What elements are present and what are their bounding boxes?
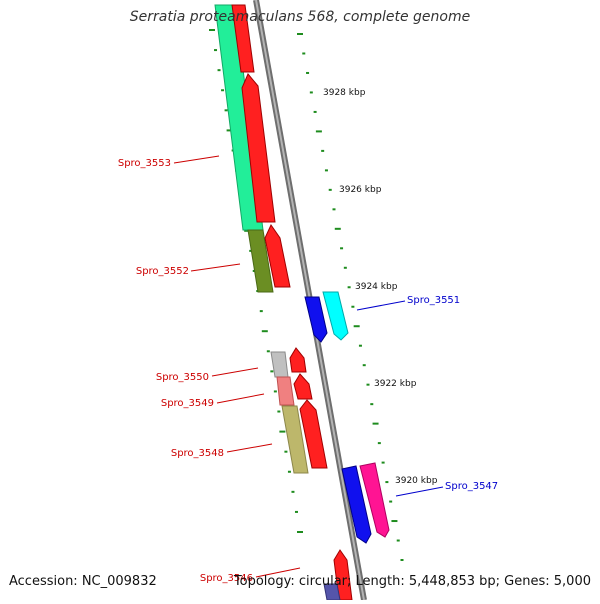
gene-feature-spro-3551[interactable] <box>322 291 349 341</box>
genome-title: Serratia proteamaculans 568, complete ge… <box>129 9 471 25</box>
gene-label-spro-3553[interactable]: Spro_3553 <box>118 158 171 169</box>
cds-arrow-1[interactable] <box>231 4 255 73</box>
scale-labels: 3928 kbp 3926 kbp 3924 kbp 3922 kbp 3920… <box>323 88 438 486</box>
gene-feature-spro-3549[interactable] <box>276 376 295 406</box>
cds-arrow-5[interactable] <box>293 373 313 400</box>
genome-summary-text: Topology: circular; Length: 5,448,853 bp… <box>233 574 591 589</box>
cds-arrow-2[interactable] <box>241 73 276 223</box>
scale-label-3928: 3928 kbp <box>323 88 366 98</box>
cds-arrow-4[interactable] <box>289 347 307 373</box>
gene-label-spro-3550[interactable]: Spro_3550 <box>156 372 209 383</box>
scale-label-3920: 3920 kbp <box>395 476 438 486</box>
gene-label-spro-3548[interactable]: Spro_3548 <box>171 448 224 459</box>
cds-arrow-3[interactable] <box>264 223 291 288</box>
gene-feature-spro-3548[interactable] <box>281 405 309 474</box>
cds-arrow-reverse-2[interactable] <box>341 465 372 544</box>
gene-label-spro-3547[interactable]: Spro_3547 <box>445 481 498 492</box>
gene-labels: Spro_3553 Spro_3552 Spro_3551 Spro_3550 … <box>118 158 498 584</box>
scale-ticks-right <box>297 33 404 561</box>
cds-arrow-reverse-1[interactable] <box>304 296 328 343</box>
gene-callout-lines <box>173 155 444 578</box>
cds-arrow-6[interactable] <box>299 399 328 469</box>
gene-feature-spro-3550[interactable] <box>270 351 289 378</box>
accession-text: Accession: NC_009832 <box>9 574 157 589</box>
gene-label-spro-3552[interactable]: Spro_3552 <box>136 266 189 277</box>
scale-label-3926: 3926 kbp <box>339 185 382 195</box>
gene-feature-spro-3547[interactable] <box>359 462 390 538</box>
gene-label-spro-3549[interactable]: Spro_3549 <box>161 398 214 409</box>
gene-label-spro-3546[interactable]: Spro_3546 <box>200 573 253 584</box>
scale-label-3924: 3924 kbp <box>355 282 398 292</box>
gene-feature-spro-3552[interactable] <box>247 229 274 293</box>
gene-label-spro-3551[interactable]: Spro_3551 <box>407 295 460 306</box>
scale-label-3922: 3922 kbp <box>374 379 417 389</box>
